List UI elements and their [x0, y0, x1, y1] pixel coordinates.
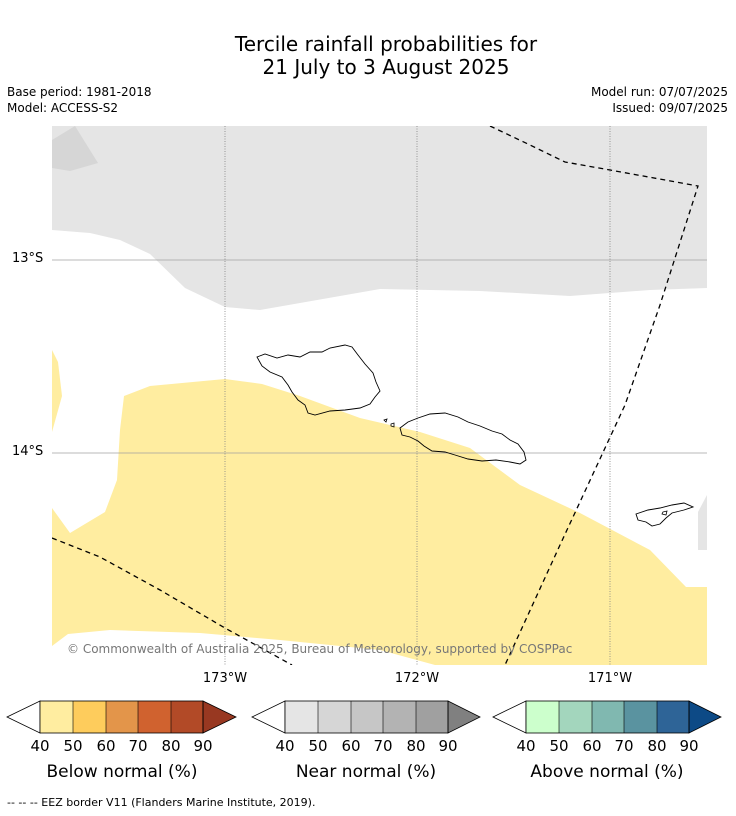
- near-tick-50: 50: [308, 737, 328, 755]
- near-tick-60: 60: [341, 737, 361, 755]
- colorbar-swatch-80: [657, 701, 689, 733]
- above-tick-40: 40: [516, 737, 536, 755]
- lon-label-171w: 171°W: [587, 671, 633, 686]
- model-label: Model: ACCESS-S2: [7, 101, 119, 115]
- above-tick-90: 90: [679, 737, 699, 755]
- colorbar-under-arrow: [6, 700, 41, 734]
- above-tick-80: 80: [647, 737, 667, 755]
- lon-label-172w: 172°W: [394, 671, 440, 686]
- colorbar-swatch-60: [106, 701, 138, 733]
- near-normal-region: [52, 126, 707, 310]
- tutuila-island-outline: [635, 502, 695, 527]
- colorbar-swatch-70: [624, 701, 657, 733]
- below-tick-80: 80: [161, 737, 181, 755]
- eez-border-north: [489, 126, 699, 665]
- above-normal-colorbar: [492, 700, 722, 734]
- lat-label-14s: 14°S: [12, 444, 44, 459]
- upolu-island-outline: [399, 412, 527, 465]
- colorbar-swatch-50: [73, 701, 106, 733]
- manono-islet: [383, 418, 388, 423]
- colorbar-swatch-60: [592, 701, 624, 733]
- above-normal-legend-title: Above normal (%): [530, 762, 684, 782]
- colorbar-over-arrow: [447, 700, 481, 734]
- below-normal-legend-title: Below normal (%): [46, 762, 198, 782]
- map-canvas: [52, 126, 707, 665]
- colorbar-under-arrow: [251, 700, 286, 734]
- lat-label-13s: 13°S: [12, 251, 44, 266]
- issued-label: Issued: 09/07/2025: [612, 101, 728, 115]
- below-tick-70: 70: [128, 737, 148, 755]
- savaii-island-outline: [256, 344, 381, 416]
- below-tick-50: 50: [63, 737, 83, 755]
- near-tick-80: 80: [406, 737, 426, 755]
- below-normal-region: [52, 350, 62, 432]
- above-tick-70: 70: [614, 737, 634, 755]
- colorbar-under-arrow: [492, 700, 527, 734]
- near-normal-colorbar: [251, 700, 481, 734]
- colorbar-swatch-80: [416, 701, 448, 733]
- colorbar-swatch-60: [351, 701, 383, 733]
- below-normal-region-main: [52, 379, 707, 665]
- above-tick-50: 50: [549, 737, 569, 755]
- below-normal-colorbar: [6, 700, 237, 734]
- map-title-line-2: 21 July to 3 August 2025: [262, 55, 510, 79]
- colorbar-swatch-80: [171, 701, 203, 733]
- colorbar-swatch-50: [559, 701, 592, 733]
- near-normal-legend-title: Near normal (%): [295, 762, 437, 782]
- apolima-islet: [390, 422, 395, 428]
- colorbar-over-arrow: [202, 700, 237, 734]
- below-tick-40: 40: [30, 737, 50, 755]
- eez-border-southwest: [52, 537, 293, 665]
- near-normal-edge-patch: [698, 495, 707, 550]
- aunuu-islet: [661, 510, 668, 516]
- copyright-notice: © Commonwealth of Australia 2025, Bureau…: [67, 642, 573, 656]
- below-tick-60: 60: [96, 737, 116, 755]
- map-title-line-1: Tercile rainfall probabilities for: [234, 32, 538, 56]
- above-tick-60: 60: [582, 737, 602, 755]
- near-tick-90: 90: [438, 737, 458, 755]
- base-period-label: Base period: 1981-2018: [7, 85, 152, 99]
- colorbar-swatch-50: [318, 701, 351, 733]
- colorbar-swatch-40: [526, 701, 559, 733]
- colorbar-swatch-70: [138, 701, 171, 733]
- colorbar-over-arrow: [688, 700, 722, 734]
- colorbar-swatch-40: [40, 701, 73, 733]
- colorbar-swatch-40: [285, 701, 318, 733]
- colorbar-swatch-70: [383, 701, 416, 733]
- below-tick-90: 90: [193, 737, 213, 755]
- lon-label-173w: 173°W: [202, 671, 248, 686]
- near-tick-40: 40: [275, 737, 295, 755]
- eez-border-footnote: -- -- -- EEZ border V11 (Flanders Marine…: [7, 796, 316, 809]
- near-tick-70: 70: [373, 737, 393, 755]
- model-run-label: Model run: 07/07/2025: [590, 85, 728, 99]
- near-normal-50-patch: [52, 126, 98, 171]
